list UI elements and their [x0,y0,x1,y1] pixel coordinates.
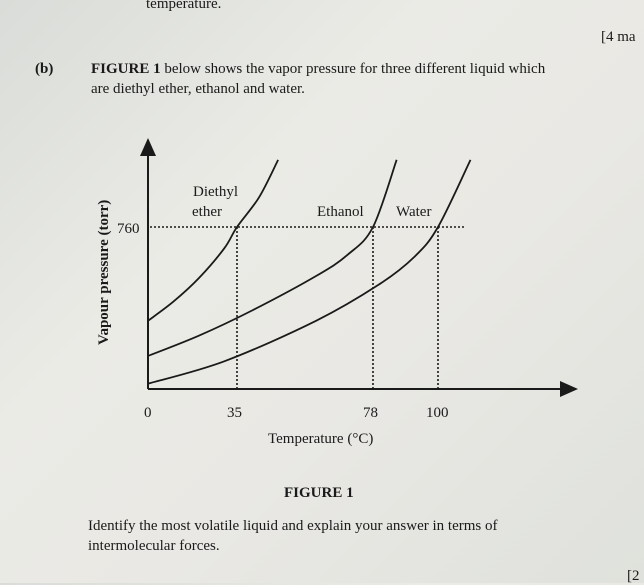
series-label-water: Water [396,204,431,220]
x-tick-100: 100 [426,405,449,421]
question-text: below shows the vapor pressure for three… [160,61,546,77]
prompt-line1: Identify the most volatile liquid and ex… [88,518,498,534]
y-axis-label: Vapour pressure (torr) [96,200,112,345]
question-part: (b) [35,61,54,77]
series-curve-diethyl-ether [147,159,279,322]
x-tick-0: 0 [144,405,152,421]
y-tick-760: 760 [117,221,140,237]
marks-label: [4 ma [601,29,636,45]
marks-label-2: [2 [627,568,640,584]
series-curve-water [147,159,472,385]
x-tick-78: 78 [363,405,378,421]
prompt-line2: intermolecular forces. [88,538,220,554]
x-axis-label: Temperature (°C) [268,431,373,447]
figure-caption: FIGURE 1 [284,485,354,501]
previous-question-tail: temperature. [146,0,222,12]
series-label-diethyl-line1: Diethyl [193,184,238,200]
series-curve-ethanol [147,159,398,357]
question-text-line2: are diethyl ether, ethanol and water. [91,81,305,97]
series-label-diethyl-line2: ether [192,204,222,220]
x-tick-35: 35 [227,405,242,421]
series-label-ethanol: Ethanol [317,204,364,220]
question-text-line1: FIGURE 1 below shows the vapor pressure … [91,61,545,78]
figure-reference: FIGURE 1 [91,61,161,77]
